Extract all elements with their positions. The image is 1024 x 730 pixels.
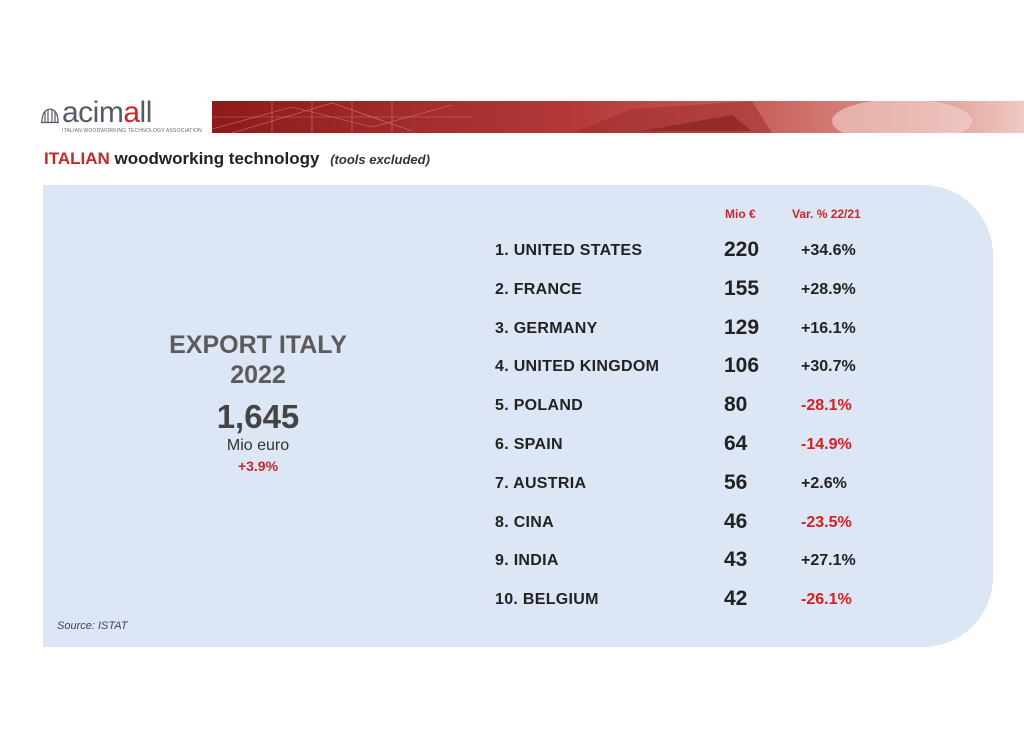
country-label: 7. AUSTRIA [495,474,587,492]
acimall-logo: acimall ITALIAN WOODWORKING TECHNOLOGY A… [40,96,210,136]
change-value: +28.9% [801,280,856,298]
page-title: ITALIAN woodworking technology (tools ex… [44,149,430,168]
country-label: 8. CINA [495,513,554,531]
country-label: 10. BELGIUM [495,591,599,609]
table-row: 10. BELGIUM 42 -26.1% [0,587,1024,627]
logo-emblem-icon [41,108,59,124]
export-value: 64 [724,432,748,455]
country-label: 3. GERMANY [495,319,598,337]
export-value: 129 [724,315,760,339]
country-label: 6. SPAIN [495,436,563,453]
table-row: 1. UNITED STATES 220 +34.6% [0,238,1024,278]
change-value: -23.5% [801,513,852,531]
export-value: 80 [724,393,748,417]
export-value: 56 [724,470,748,494]
country-label: 5. POLAND [495,397,584,415]
export-value: 220 [724,238,760,261]
country-label: 1. UNITED STATES [495,242,643,259]
table-row: 2. FRANCE 155 +28.9% [0,276,1024,317]
table-row: 8. CINA 46 -23.5% [0,509,1024,550]
table-row: 7. AUSTRIA 56 +2.6% [0,470,1024,511]
export-value: 42 [724,587,748,611]
summary-total: 1,645 [216,398,300,435]
change-value: -26.1% [801,591,852,609]
change-value: -14.9% [801,436,852,453]
export-summary: EXPORT ITALY 2022 1,645 Mio euro +3.9% [158,330,358,476]
header-banner-image [212,101,1024,133]
column-header-value: Mio € [725,207,756,221]
change-value: +30.7% [801,358,856,376]
table-row: 5. POLAND 80 -28.1% [0,393,1024,433]
summary-change: +3.9% [237,458,279,474]
summary-year: 2022 [230,361,286,389]
export-value: 43 [724,548,748,572]
country-label: 9. INDIA [495,552,559,570]
source-note: Source: ISTAT [57,620,128,632]
table-row: 9. INDIA 43 +27.1% [0,548,1024,588]
country-label: 4. UNITED KINGDOM [495,358,660,376]
column-header-change: Var. % 22/21 [792,207,861,221]
table-row: 3. GERMANY 129 +16.1% [0,315,1024,356]
export-value: 155 [724,276,760,300]
summary-title: EXPORT ITALY [169,331,347,359]
logo-tagline: ITALIAN WOODWORKING TECHNOLOGY ASSOCIATI… [62,128,202,134]
export-value: 106 [724,354,760,378]
logo-wordmark: acimall [62,96,152,129]
change-value: +27.1% [801,552,856,570]
content-panel [43,185,993,647]
change-value: +34.6% [801,242,856,259]
change-value: +2.6% [801,474,847,492]
table-row: 4. UNITED KINGDOM 106 +30.7% [0,354,1024,394]
country-label: 2. FRANCE [495,280,583,298]
change-value: +16.1% [801,319,856,337]
export-value: 46 [724,509,748,533]
change-value: -28.1% [801,397,852,415]
table-row: 6. SPAIN 64 -14.9% [0,432,1024,472]
summary-unit: Mio euro [226,437,290,454]
